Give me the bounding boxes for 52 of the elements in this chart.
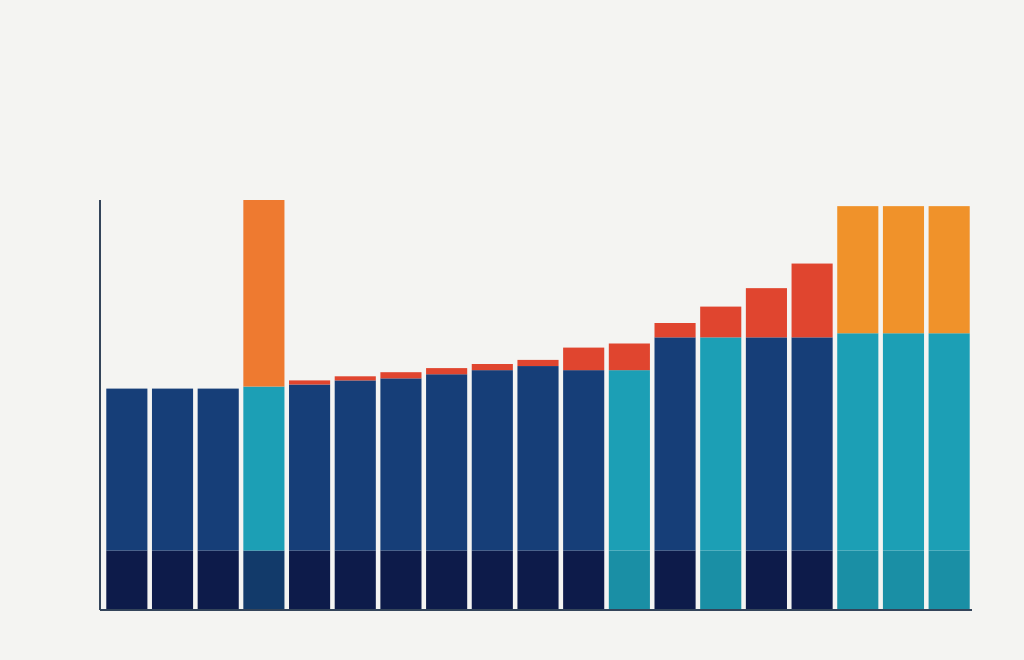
bar — [745, 550, 787, 610]
bar — [654, 337, 696, 551]
bar — [289, 550, 331, 610]
bar — [837, 206, 879, 334]
bar — [654, 550, 696, 610]
bar — [243, 550, 285, 610]
bar — [517, 359, 559, 367]
bar — [426, 374, 468, 551]
bar — [380, 372, 422, 379]
bar — [608, 343, 650, 371]
bar — [334, 380, 376, 551]
bar — [700, 306, 742, 338]
bar — [380, 550, 422, 610]
bar — [563, 550, 605, 610]
bar — [334, 550, 376, 610]
bar — [106, 550, 148, 610]
bar — [197, 388, 239, 551]
bar — [243, 200, 285, 387]
bar — [608, 370, 650, 551]
bar — [151, 388, 194, 551]
bar — [517, 366, 559, 551]
bar — [426, 550, 468, 610]
bar — [471, 550, 513, 610]
bar — [106, 388, 148, 551]
bar — [837, 550, 879, 610]
bar — [700, 337, 742, 551]
bar — [471, 370, 513, 551]
bar — [928, 550, 970, 610]
bar — [243, 386, 285, 551]
bar — [608, 550, 650, 610]
bar — [151, 550, 194, 610]
bar — [380, 378, 422, 551]
bar — [928, 206, 970, 334]
bar — [837, 333, 879, 551]
bar — [563, 370, 605, 551]
bar — [654, 323, 696, 338]
bar — [791, 337, 833, 551]
bar — [563, 347, 605, 371]
bar — [289, 384, 331, 551]
bar — [426, 368, 468, 375]
bar — [197, 550, 239, 610]
bar — [882, 333, 925, 551]
bar — [700, 550, 742, 610]
bar — [928, 333, 970, 551]
bar — [882, 550, 925, 610]
bar — [745, 288, 787, 338]
bar — [471, 364, 513, 371]
bar — [517, 550, 559, 610]
bar — [745, 337, 787, 551]
bar — [882, 206, 925, 334]
bar — [791, 550, 833, 610]
bar — [791, 263, 833, 338]
